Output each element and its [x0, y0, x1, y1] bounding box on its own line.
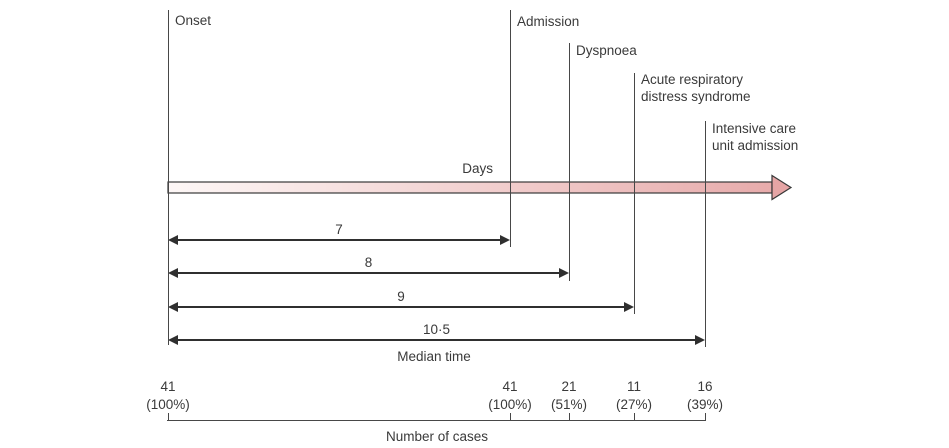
event-label-line: Dyspnoea [576, 43, 637, 58]
event-case-count: 16 [697, 379, 713, 394]
event-line [705, 121, 706, 347]
number-of-cases-label: Number of cases [385, 429, 489, 444]
interval-arrowhead-right [559, 268, 569, 278]
event-label: Onset [175, 12, 211, 29]
event-line [168, 10, 169, 345]
event-label-line: distress syndrome [641, 89, 751, 104]
interval-arrowhead-right [695, 335, 705, 345]
event-case-percent: (100%) [146, 397, 190, 412]
event-line [510, 10, 511, 247]
event-case-count: 11 [626, 379, 642, 394]
bracket-tick [510, 413, 511, 420]
event-label: Dyspnoea [576, 42, 637, 59]
event-label-line: Acute respiratory [641, 72, 744, 87]
bracket-tick [168, 413, 169, 420]
event-case-count: 21 [561, 379, 577, 394]
event-line [634, 73, 635, 314]
interval-arrowhead-left [168, 235, 178, 245]
event-label: Intensive care unit admission [712, 120, 798, 154]
interval-arrowhead-right [624, 302, 634, 312]
interval-arrowhead-left [168, 335, 178, 345]
event-label: Admission [517, 13, 579, 30]
interval-arrowhead-left [168, 302, 178, 312]
bracket-tick [705, 413, 706, 420]
event-case-percent: (39%) [686, 397, 724, 412]
interval-arrow-line [176, 239, 502, 241]
event-case-count: 41 [502, 379, 518, 394]
interval-value: 10·5 [422, 322, 451, 337]
median-time-label: Median time [397, 349, 471, 364]
interval-arrowhead-right [500, 235, 510, 245]
time-axis-arrow-graphic [167, 174, 793, 201]
event-line [569, 43, 570, 281]
event-case-percent: (51%) [550, 397, 588, 412]
days-axis-label: Days [462, 161, 493, 176]
event-label-line: Intensive care [712, 121, 797, 136]
interval-arrow-line [176, 272, 561, 274]
event-label: Acute respiratory distress syndrome [641, 71, 751, 105]
interval-value: 8 [364, 255, 373, 270]
event-case-percent: (27%) [615, 397, 653, 412]
event-label-line: unit admission [712, 138, 799, 153]
interval-value: 9 [397, 289, 405, 304]
cases-bracket [167, 420, 706, 421]
interval-arrow-line [176, 339, 697, 341]
interval-arrowhead-left [168, 268, 178, 278]
interval-arrow-line [176, 306, 626, 308]
bracket-tick [634, 413, 635, 420]
bracket-tick [569, 413, 570, 420]
event-case-percent: (100%) [488, 397, 532, 412]
event-label-line: Admission [517, 14, 580, 29]
event-case-count: 41 [160, 379, 176, 394]
event-label-line: Onset [175, 13, 212, 28]
interval-value: 7 [335, 222, 343, 237]
